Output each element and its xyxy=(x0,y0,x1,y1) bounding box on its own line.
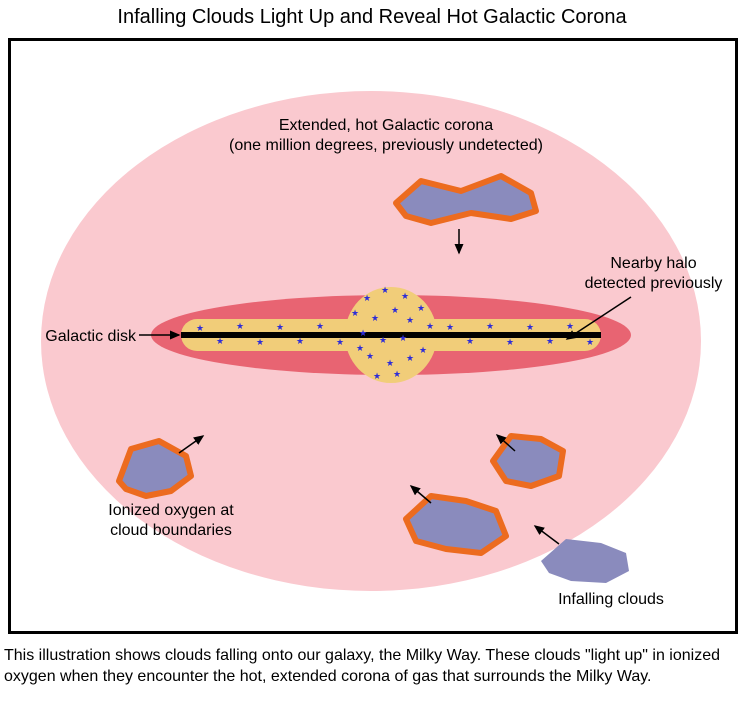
svg-text:★: ★ xyxy=(526,322,534,332)
svg-text:★: ★ xyxy=(391,305,399,315)
label-ionized-line1: Ionized oxygen at xyxy=(108,502,233,519)
svg-text:★: ★ xyxy=(359,328,367,338)
svg-text:★: ★ xyxy=(366,351,374,361)
svg-text:★: ★ xyxy=(417,303,425,313)
svg-text:★: ★ xyxy=(351,308,359,318)
svg-text:★: ★ xyxy=(371,313,379,323)
label-ionized: Ionized oxygen at cloud boundaries xyxy=(71,501,271,541)
label-disk: Galactic disk xyxy=(21,327,136,347)
label-infalling: Infalling clouds xyxy=(531,590,691,610)
label-halo-line2: detected previously xyxy=(585,275,723,292)
svg-text:★: ★ xyxy=(546,336,554,346)
svg-text:★: ★ xyxy=(419,345,427,355)
svg-text:★: ★ xyxy=(506,337,514,347)
svg-text:★: ★ xyxy=(406,353,414,363)
label-halo-line1: Nearby halo xyxy=(610,255,696,272)
svg-text:★: ★ xyxy=(566,321,574,331)
svg-text:★: ★ xyxy=(363,293,371,303)
label-halo: Nearby halo detected previously xyxy=(571,254,736,294)
svg-text:★: ★ xyxy=(386,358,394,368)
svg-text:★: ★ xyxy=(196,323,204,333)
svg-text:★: ★ xyxy=(356,343,364,353)
svg-text:★: ★ xyxy=(426,321,434,331)
label-corona-line1: Extended, hot Galactic corona xyxy=(279,117,493,134)
svg-text:★: ★ xyxy=(401,291,409,301)
svg-text:★: ★ xyxy=(276,322,284,332)
svg-text:★: ★ xyxy=(399,333,407,343)
diagram-title: Infalling Clouds Light Up and Reveal Hot… xyxy=(0,6,744,29)
svg-text:★: ★ xyxy=(379,335,387,345)
svg-text:★: ★ xyxy=(393,369,401,379)
label-corona-line2: (one million degrees, previously undetec… xyxy=(229,137,543,154)
label-ionized-line2: cloud boundaries xyxy=(110,522,232,539)
svg-text:★: ★ xyxy=(236,321,244,331)
svg-text:★: ★ xyxy=(586,337,594,347)
svg-text:★: ★ xyxy=(406,315,414,325)
disk-line xyxy=(181,332,601,338)
svg-text:★: ★ xyxy=(216,336,224,346)
svg-text:★: ★ xyxy=(296,336,304,346)
svg-text:★: ★ xyxy=(486,321,494,331)
svg-text:★: ★ xyxy=(466,336,474,346)
svg-text:★: ★ xyxy=(446,322,454,332)
svg-text:★: ★ xyxy=(316,321,324,331)
diagram-caption: This illustration shows clouds falling o… xyxy=(4,646,724,688)
svg-text:★: ★ xyxy=(373,371,381,381)
label-corona: Extended, hot Galactic corona (one milli… xyxy=(211,116,561,156)
svg-text:★: ★ xyxy=(336,337,344,347)
cloud-right-mid xyxy=(493,436,563,486)
diagram-frame: ★★★ ★★★ ★★★ ★★★ ★★★ ★★★ ★★★ ★★★ ★★★ ★★★ … xyxy=(8,38,738,634)
svg-text:★: ★ xyxy=(381,285,389,295)
svg-text:★: ★ xyxy=(256,337,264,347)
